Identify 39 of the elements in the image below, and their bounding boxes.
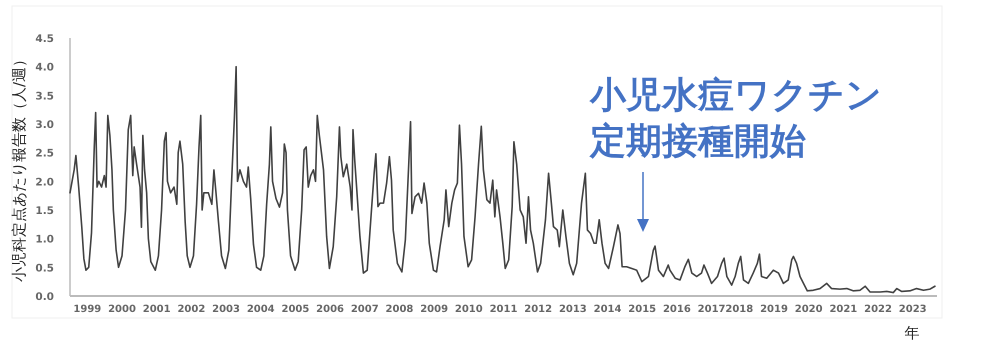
y-tick-label: 4.0 [35,62,54,74]
x-tick-label: 2017 [698,304,726,315]
line-series [69,66,936,294]
x-tick-label: 2000 [108,304,136,315]
x-tick-label: 2010 [454,304,483,315]
y-tick-label: 0.0 [35,291,54,303]
x-tick-label: 2006 [316,304,344,315]
x-axis-title: 年 [904,324,920,342]
x-tick-label: 1999 [73,304,102,315]
y-tick-label: 0.5 [35,262,54,274]
y-tick-label: 2.5 [35,148,54,160]
x-tick-label: 2007 [350,304,379,315]
x-tick-label: 2015 [628,304,656,315]
x-tick-label: 2005 [282,304,310,315]
annotation: 小児水痘ワクチン定期接種開始 [590,75,882,162]
x-tick-label: 2018 [725,304,754,315]
x-tick-label: 2004 [246,304,275,315]
y-tick-label: 4.5 [35,33,54,45]
x-tick-label: 2011 [490,304,518,315]
x-tick-label: 2020 [794,304,823,315]
x-tick-label: 2019 [760,304,788,315]
x-tick-label: 2008 [386,304,414,315]
x-tick-label: 2012 [524,304,552,315]
x-tick-label: 2013 [558,304,587,315]
x-tick-label: 2022 [864,304,892,315]
y-tick-label: 3.5 [35,90,54,102]
y-tick-label: 1.5 [35,205,54,217]
x-tick-label: 2001 [142,304,171,315]
y-tick-label: 1.0 [35,234,54,246]
x-tick-label: 2009 [420,304,448,315]
y-axis-title: 小児科定点あたり報告数（人/週） [10,52,28,282]
x-tick-label: 2003 [212,304,240,315]
x-tick-label: 2016 [662,304,691,315]
x-tick-label: 2014 [594,304,622,315]
x-tick-label: 2021 [829,304,858,315]
x-tick-label: 2002 [177,304,206,315]
y-tick-label: 2.0 [35,176,54,188]
y-tick-label: 3.0 [35,119,54,131]
x-tick-label: 2023 [898,304,927,315]
